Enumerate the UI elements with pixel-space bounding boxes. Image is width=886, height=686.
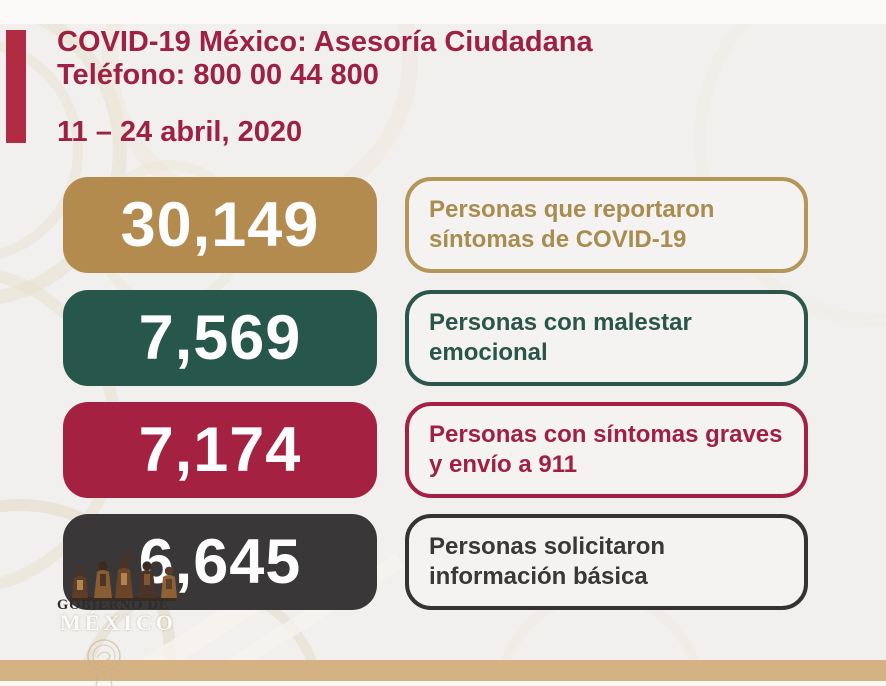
top-light-strip: [0, 0, 886, 24]
date-range: 11 – 24 abril, 2020: [57, 116, 303, 148]
header-accent-bar: [6, 30, 26, 143]
page-title-line1: COVID-19 México: Asesoría Ciudadana: [57, 26, 593, 58]
stat-value-3: 7,174: [138, 415, 302, 485]
stat-value-1: 30,149: [120, 190, 320, 260]
gobierno-de-label: GOBIERNO DE: [57, 597, 170, 613]
mexico-label: MÉXICO: [60, 610, 177, 635]
stat-label-card-3: Personas con síntomas graves y envío a 9…: [405, 402, 808, 498]
stat-label-card-4: Personas solicitaron información básica: [405, 514, 808, 610]
stat-value-2: 7,569: [138, 303, 302, 373]
header: COVID-19 México: Asesoría Ciudadana Telé…: [57, 26, 593, 92]
stat-label-3: Personas con síntomas graves y envío a 9…: [429, 421, 783, 478]
stat-label-2: Personas con malestar emocional: [429, 309, 692, 366]
stat-label-1: Personas que reportaron síntomas de COVI…: [429, 196, 715, 253]
stat-row-severe-symptoms-911: 7,174 Personas con síntomas graves y env…: [0, 402, 886, 498]
stat-value-card-3: 7,174: [63, 402, 377, 498]
gobierno-de-mexico-logo: GOBIERNO DE MÉXICO: [52, 544, 222, 686]
stat-value-card-1: 30,149: [63, 177, 377, 273]
stat-label-card-2: Personas con malestar emocional: [405, 290, 808, 386]
bottom-light-strip: [0, 681, 886, 686]
stat-row-emotional-distress: 7,569 Personas con malestar emocional: [0, 290, 886, 386]
stat-row-reported-symptoms: 30,149 Personas que reportaron síntomas …: [0, 177, 886, 273]
footer-gold-band: [0, 660, 886, 681]
stat-value-card-2: 7,569: [63, 290, 377, 386]
page-title-line2: Teléfono: 800 00 44 800: [57, 59, 379, 91]
heroes-figures-icon: [70, 550, 177, 601]
mexico-seal-icon: [87, 639, 121, 686]
stat-label-4: Personas solicitaron información básica: [429, 533, 666, 590]
stat-label-card-1: Personas que reportaron síntomas de COVI…: [405, 177, 808, 273]
